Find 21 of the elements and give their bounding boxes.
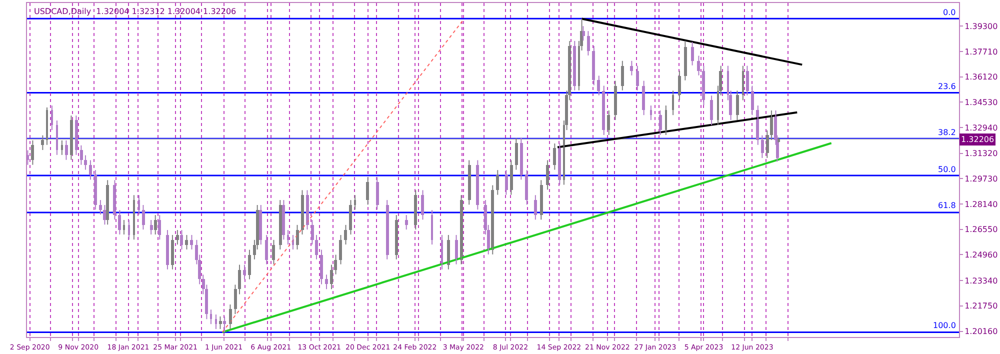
text: USDCAD,Daily 1.32004 1.32312 1.32004 1.32206 (34, 7, 236, 16)
y-tick-label: 1.23340 (964, 276, 998, 286)
annotation: 100.0 (933, 321, 956, 330)
annotation: 38.2 (938, 128, 956, 137)
y-tick-label: 1.36120 (964, 72, 998, 82)
y-tick-label: 1.24960 (964, 250, 998, 260)
y-tick-label: 1.32940 (964, 123, 998, 132)
y-tick-label: 1.21750 (964, 302, 998, 311)
annotation: 23.6 (938, 82, 956, 91)
y-tick-label: 1.31320 (964, 149, 998, 158)
annotation: 0.0 (943, 8, 956, 17)
ref-line-label: 1.32206 (961, 135, 994, 144)
y-tick-label: 1.28140 (964, 200, 998, 209)
y-tick-label: 1.26550 (964, 225, 998, 234)
annotation: 61.8 (938, 201, 956, 210)
y-tick-label: 1.20160 (964, 327, 998, 336)
y-tick-label: 1.34530 (964, 98, 998, 107)
annotation: 50.0 (938, 165, 956, 174)
y-tick-label: 1.37710 (964, 47, 998, 56)
y-tick-label: 1.39300 (964, 22, 998, 31)
y-tick-label: 1.29730 (964, 174, 998, 184)
